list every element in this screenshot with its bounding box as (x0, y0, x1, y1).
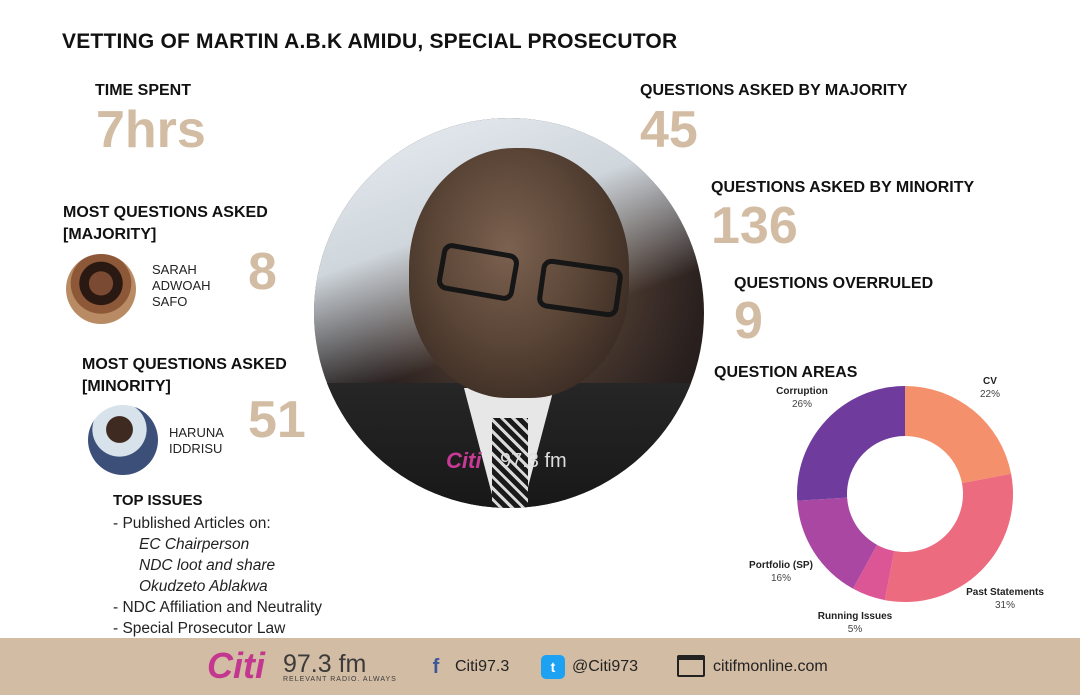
most-majority-label-1: MOST QUESTIONS ASKED (63, 204, 268, 221)
minority-questions-value: 136 (711, 197, 798, 255)
donut-slice-cv (905, 386, 1012, 484)
web-icon (677, 655, 705, 677)
slice-label: Running Issues (818, 611, 893, 622)
minority-questions-label: QUESTIONS ASKED BY MINORITY (711, 179, 975, 196)
haruna-avatar (88, 405, 158, 475)
sarah-name: SARAH ADWOAH SAFO (152, 262, 211, 309)
most-minority-value: 51 (248, 391, 306, 449)
slice-value-label: 16% (771, 573, 791, 584)
twitter-icon: t (541, 655, 565, 679)
most-minority-label-2: [MINORITY] (82, 378, 171, 395)
photo-watermark-freq: 97.3 fm (500, 450, 567, 472)
photo-watermark-brand: Citi (446, 448, 482, 473)
slice-value-label: 22% (980, 389, 1000, 400)
footer-tagline: RELEVANT RADIO. ALWAYS (283, 676, 397, 683)
haruna-name: HARUNA IDDRISU (169, 425, 224, 456)
overruled-value: 9 (734, 292, 763, 350)
main-photo (314, 118, 704, 508)
slice-label: Corruption (776, 386, 828, 397)
top-issues-list: - Published Articles on: EC Chairperson … (113, 513, 322, 639)
donut-slice-running-issues (852, 544, 895, 601)
facebook-icon: f (432, 655, 440, 678)
issue-sub: Okudzeto Ablakwa (139, 578, 268, 595)
question-areas-donut-chart: CV 22% Past Statements 31% Running Issues 5% P… (749, 376, 1044, 635)
majority-questions-label: QUESTIONS ASKED BY MAJORITY (640, 82, 908, 99)
time-spent-label: TIME SPENT (95, 82, 192, 99)
chart-title: QUESTION AREAS (714, 364, 858, 381)
slice-label: Portfolio (SP) (749, 560, 813, 571)
most-minority-label-1: MOST QUESTIONS ASKED (82, 356, 287, 373)
donut-slice-portfolio-sp (797, 497, 878, 589)
majority-questions-value: 45 (640, 101, 698, 159)
donut-slice-corruption (797, 386, 905, 501)
slice-value-label: 31% (995, 600, 1015, 611)
donut-slice-past-statements (884, 473, 1013, 602)
issue-sub: NDC loot and share (139, 557, 276, 574)
footer-twitter[interactable]: @Citi973 (572, 658, 639, 675)
top-issues-title: TOP ISSUES (113, 492, 203, 509)
footer-facebook[interactable]: Citi97.3 (455, 658, 510, 675)
slice-value-label: 26% (792, 399, 812, 410)
issue-line: - Special Prosecutor Law (113, 620, 286, 637)
footer-brand-logo: Citi (207, 645, 265, 686)
slice-label: Past Statements (966, 587, 1044, 598)
slice-value-label: 5% (848, 624, 863, 635)
sarah-avatar (66, 254, 136, 324)
page-title: VETTING OF MARTIN A.B.K AMIDU, SPECIAL P… (62, 30, 678, 53)
issue-sub: EC Chairperson (139, 536, 250, 553)
footer-bar (0, 638, 1080, 695)
footer-website[interactable]: citifmonline.com (713, 658, 828, 675)
footer-frequency: 97.3 fm (283, 650, 367, 678)
most-majority-value: 8 (248, 243, 277, 301)
overruled-label: QUESTIONS OVERRULED (734, 275, 934, 292)
issue-line: - Published Articles on: (113, 515, 271, 532)
issue-line: - NDC Affiliation and Neutrality (113, 599, 323, 616)
slice-label: CV (983, 376, 997, 387)
time-spent-value: 7hrs (96, 101, 206, 159)
most-majority-label-2: [MAJORITY] (63, 226, 157, 243)
